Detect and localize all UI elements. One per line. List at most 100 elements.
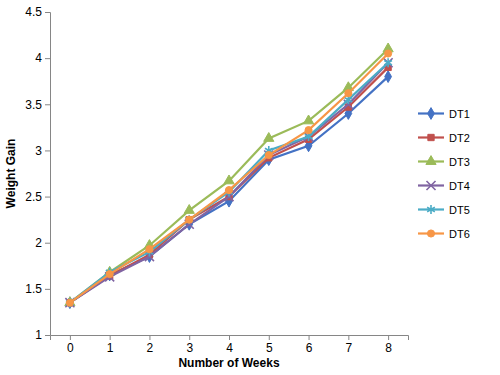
series-line xyxy=(70,49,388,303)
legend-entry: DT3 xyxy=(418,156,470,168)
series-marker xyxy=(186,216,192,222)
x-tick-mark xyxy=(388,335,389,340)
x-tick: 5 xyxy=(266,335,273,355)
y-tick: 3.5 xyxy=(25,98,50,112)
x-axis-title: Number of Weeks xyxy=(178,356,279,370)
legend-label: DT5 xyxy=(449,204,470,216)
series-marker xyxy=(146,246,153,253)
y-tick-label: 3 xyxy=(35,144,42,158)
legend-label: DT3 xyxy=(449,156,470,168)
series-marker xyxy=(265,151,272,158)
x-tick-mark xyxy=(110,335,111,340)
y-tick-mark xyxy=(45,335,50,336)
x-tick-mark xyxy=(149,335,150,340)
legend: DT1 DT2 DT3 DT4 DT5 DT6 xyxy=(418,108,470,240)
x-tick: 3 xyxy=(186,335,193,355)
series-marker xyxy=(67,300,73,306)
x-tick: 1 xyxy=(107,335,114,355)
series-marker xyxy=(66,299,73,306)
legend-marker xyxy=(426,181,435,190)
x-axis-line xyxy=(51,336,409,341)
x-tick: 8 xyxy=(385,335,392,355)
x-tick-label: 0 xyxy=(67,341,74,355)
chart: 1 1.5 2 2.5 3 3.5 4 4.5 0 1 2 3 4 5 6 7 8 Number of Weeks… xyxy=(0,0,500,375)
legend-label: DT1 xyxy=(449,108,470,120)
y-axis-title: Weight Gain xyxy=(4,139,18,209)
legend-entry: DT4 xyxy=(418,180,470,192)
x-tick-mark xyxy=(189,335,190,340)
y-tick: 4.5 xyxy=(25,5,50,19)
series-marker xyxy=(225,188,233,197)
y-tick: 1 xyxy=(35,328,50,342)
x-tick-label: 4 xyxy=(226,341,233,355)
legend-entry: DT5 xyxy=(418,204,470,216)
series-line xyxy=(70,54,388,303)
x-tick-mark xyxy=(70,335,71,340)
y-tick-mark xyxy=(45,197,50,198)
series-marker xyxy=(106,271,113,278)
y-tick: 2 xyxy=(35,236,50,250)
x-tick-mark xyxy=(348,335,349,340)
x-tick-mark xyxy=(269,335,270,340)
x-tick-label: 1 xyxy=(107,341,114,355)
series-area xyxy=(65,43,393,309)
y-tick-label: 1 xyxy=(35,328,42,342)
series-marker xyxy=(66,297,73,309)
y-tick: 2.5 xyxy=(25,190,50,204)
series xyxy=(66,50,391,306)
y-tick-mark xyxy=(45,104,50,105)
y-tick-label: 2.5 xyxy=(25,190,42,204)
x-tick-label: 8 xyxy=(385,341,392,355)
y-tick-mark xyxy=(45,12,50,13)
y-tick-label: 1.5 xyxy=(25,282,42,296)
x-tick-label: 7 xyxy=(345,341,352,355)
legend-marker xyxy=(426,156,436,165)
y-tick-mark xyxy=(45,150,50,151)
x-tick-mark xyxy=(229,335,230,340)
legend-entry: DT2 xyxy=(418,132,470,144)
legend-marker xyxy=(427,230,434,237)
series-marker xyxy=(224,175,234,184)
legend-marker xyxy=(428,134,434,140)
series-marker xyxy=(186,216,193,223)
y-tick-label: 4 xyxy=(35,51,42,65)
legend-marker xyxy=(428,108,435,120)
series-marker xyxy=(385,50,392,57)
y-axis-line xyxy=(45,13,51,336)
y-tick-mark xyxy=(45,58,50,59)
x-tick: 7 xyxy=(345,335,352,355)
y-tick-label: 2 xyxy=(35,236,42,250)
series-marker xyxy=(303,115,313,124)
x-tick: 4 xyxy=(226,335,233,355)
x-tick: 2 xyxy=(147,335,154,355)
y-tick-label: 3.5 xyxy=(25,98,42,112)
legend-marker xyxy=(427,205,435,214)
series-marker xyxy=(185,215,193,224)
x-tick-label: 5 xyxy=(266,341,273,355)
series xyxy=(65,43,393,306)
series-marker xyxy=(106,268,114,277)
y-tick-mark xyxy=(45,289,50,290)
x-tick-label: 3 xyxy=(186,341,193,355)
series-marker xyxy=(384,58,392,67)
legend-label: DT2 xyxy=(449,132,470,144)
x-tick-label: 6 xyxy=(306,341,313,355)
x-tick-label: 2 xyxy=(147,341,154,355)
legend-label: DT6 xyxy=(449,228,470,240)
legend-label: DT4 xyxy=(449,180,470,192)
x-tick: 6 xyxy=(306,335,313,355)
series-line xyxy=(70,63,388,303)
series-marker xyxy=(225,187,232,194)
y-tick: 1.5 xyxy=(25,282,50,296)
series-marker xyxy=(385,71,392,83)
series-marker xyxy=(184,205,194,214)
y-tick-label: 4.5 xyxy=(25,5,42,19)
series-marker xyxy=(345,90,352,97)
series-marker xyxy=(66,298,74,307)
legend-entry: DT1 xyxy=(418,108,470,120)
x-tick: 0 xyxy=(67,335,74,355)
y-tick: 4 xyxy=(35,51,50,65)
legend-entry: DT6 xyxy=(418,228,470,240)
y-tick-mark xyxy=(45,243,50,244)
x-axis: 0 1 2 3 4 5 6 7 8 xyxy=(51,335,409,355)
